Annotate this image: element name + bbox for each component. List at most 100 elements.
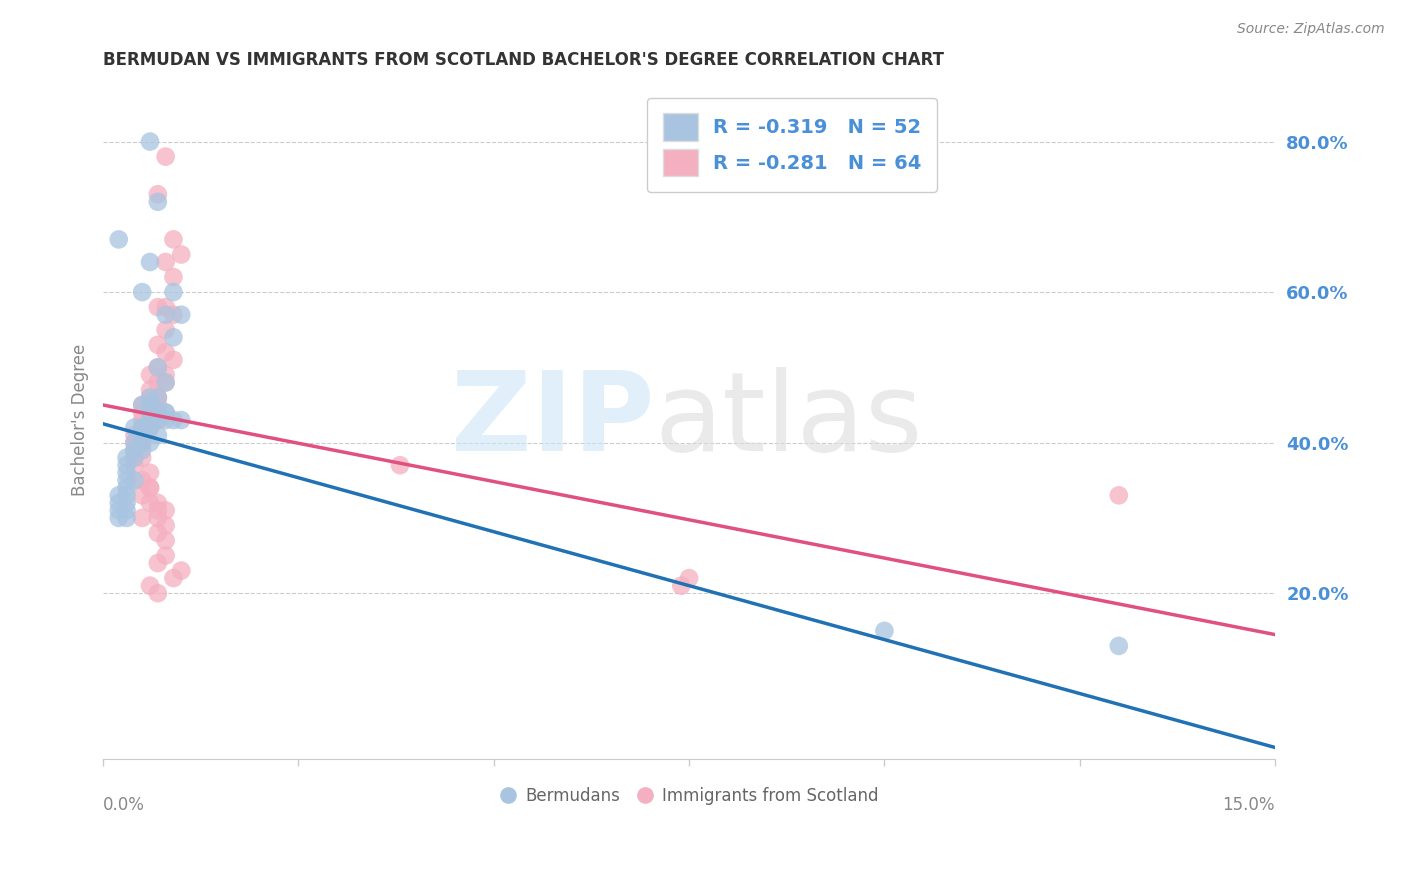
Point	[139, 368, 162, 382]
Point	[1108, 488, 1130, 502]
Point	[131, 398, 153, 412]
Point	[124, 420, 146, 434]
Point	[124, 450, 146, 465]
Point	[146, 496, 169, 510]
Point	[139, 435, 162, 450]
Point	[155, 345, 177, 359]
Point	[139, 398, 162, 412]
Point	[115, 450, 138, 465]
Text: 15.0%: 15.0%	[1223, 796, 1275, 814]
Point	[146, 503, 169, 517]
Point	[146, 360, 169, 375]
Point	[162, 285, 184, 299]
Point	[139, 413, 162, 427]
Point	[131, 420, 153, 434]
Point	[131, 413, 153, 427]
Point	[139, 481, 162, 495]
Point	[139, 405, 162, 419]
Point	[162, 270, 184, 285]
Point	[124, 428, 146, 442]
Point	[107, 503, 129, 517]
Point	[139, 255, 162, 269]
Point	[139, 135, 162, 149]
Point	[131, 435, 153, 450]
Point	[162, 413, 184, 427]
Point	[170, 413, 193, 427]
Point	[678, 571, 700, 585]
Point	[162, 330, 184, 344]
Point	[139, 383, 162, 397]
Point	[873, 624, 896, 638]
Point	[115, 481, 138, 495]
Point	[131, 450, 153, 465]
Point	[155, 308, 177, 322]
Text: ZIP: ZIP	[450, 367, 654, 474]
Point	[146, 526, 169, 541]
Point	[170, 564, 193, 578]
Y-axis label: Bachelor's Degree: Bachelor's Degree	[72, 344, 89, 496]
Point	[146, 413, 169, 427]
Point	[146, 586, 169, 600]
Point	[107, 488, 129, 502]
Point	[170, 308, 193, 322]
Point	[131, 488, 153, 502]
Point	[146, 405, 169, 419]
Point	[131, 420, 153, 434]
Point	[155, 405, 177, 419]
Point	[124, 435, 146, 450]
Point	[170, 247, 193, 261]
Point	[155, 150, 177, 164]
Point	[107, 511, 129, 525]
Point	[139, 496, 162, 510]
Point	[146, 194, 169, 209]
Point	[131, 435, 153, 450]
Point	[155, 376, 177, 390]
Point	[124, 473, 146, 487]
Text: BERMUDAN VS IMMIGRANTS FROM SCOTLAND BACHELOR'S DEGREE CORRELATION CHART: BERMUDAN VS IMMIGRANTS FROM SCOTLAND BAC…	[103, 51, 943, 69]
Point	[131, 285, 153, 299]
Point	[139, 420, 162, 434]
Point	[115, 496, 138, 510]
Point	[115, 458, 138, 473]
Point	[139, 391, 162, 405]
Point	[155, 549, 177, 563]
Point	[155, 323, 177, 337]
Point	[162, 308, 184, 322]
Point	[146, 556, 169, 570]
Point	[162, 571, 184, 585]
Point	[139, 579, 162, 593]
Point	[146, 391, 169, 405]
Text: 0.0%: 0.0%	[103, 796, 145, 814]
Point	[131, 398, 153, 412]
Point	[131, 405, 153, 419]
Point	[146, 398, 169, 412]
Point	[139, 466, 162, 480]
Point	[146, 360, 169, 375]
Point	[155, 255, 177, 269]
Point	[139, 405, 162, 419]
Point	[146, 413, 169, 427]
Point	[155, 368, 177, 382]
Point	[115, 466, 138, 480]
Legend: Bermudans, Immigrants from Scotland: Bermudans, Immigrants from Scotland	[494, 780, 884, 812]
Point	[146, 338, 169, 352]
Point	[146, 391, 169, 405]
Point	[155, 300, 177, 314]
Point	[139, 481, 162, 495]
Point	[146, 187, 169, 202]
Point	[124, 443, 146, 458]
Point	[1108, 639, 1130, 653]
Point	[155, 533, 177, 548]
Point	[146, 376, 169, 390]
Point	[131, 428, 153, 442]
Point	[131, 511, 153, 525]
Point	[115, 511, 138, 525]
Point	[115, 473, 138, 487]
Point	[146, 511, 169, 525]
Point	[131, 473, 153, 487]
Point	[131, 443, 153, 458]
Point	[139, 420, 162, 434]
Point	[162, 232, 184, 246]
Point	[146, 300, 169, 314]
Point	[389, 458, 412, 473]
